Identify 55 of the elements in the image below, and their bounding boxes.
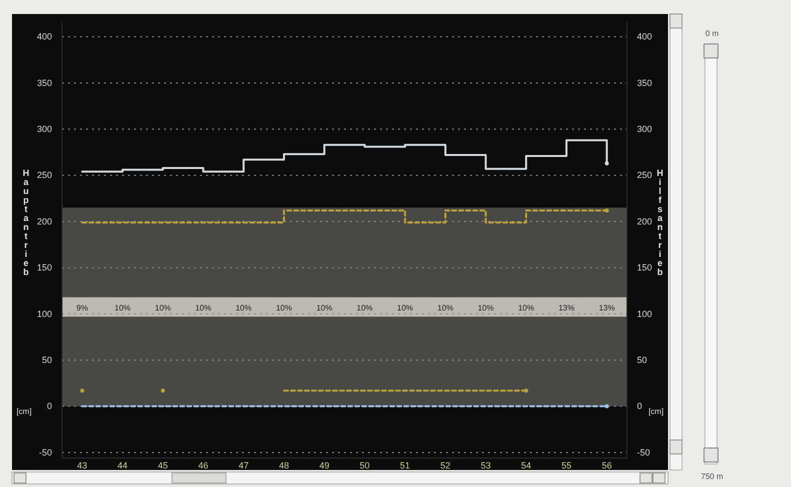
y-tick-label: 250 [36,170,52,180]
y2-tick-label: 250 [637,170,652,180]
annotation: 10% [236,303,252,312]
annotation: 10% [397,303,414,312]
point [604,404,609,408]
annotation: 10% [276,303,292,312]
annotation: 10% [478,303,494,312]
x-tick-label: 50 [360,460,370,470]
y-tick-label: 100 [36,308,52,319]
x-tick-label: 54 [521,460,532,470]
annotation: 13% [558,303,574,312]
x-tick-label: 49 [319,460,330,470]
text: 0 m [705,29,719,38]
y-tick-label: 150 [36,262,52,273]
x-tick-label: 56 [602,460,612,470]
x-tick-label: 44 [118,460,128,470]
y2-tick-label: 50 [637,354,648,365]
y-tick-label: 50 [42,354,52,365]
annotation: 10% [437,303,454,312]
annotation: 10% [195,303,212,312]
text: 750 m [700,472,724,481]
annotation: 13% [598,303,615,312]
annotation: 10% [518,303,534,312]
y2-tick-label: -50 [637,447,650,458]
text: Hauptantrieb [22,168,30,277]
y2-tick-label: 0 [637,401,642,412]
x-tick-label: 53 [480,460,491,470]
x-tick-label: 48 [278,460,289,470]
annotation: 10% [114,303,131,312]
y-tick-label: 400 [36,32,52,42]
y2-tick-label: 400 [637,32,652,42]
x-tick-label: 52 [440,460,450,470]
x-tick-label: 43 [77,460,88,470]
x-tick-label: 46 [198,460,208,470]
annotation: 10% [356,303,373,312]
y2-tick-label: 300 [637,124,652,134]
x-tick-label: 45 [158,460,168,470]
y-tick-label: -50 [38,447,52,458]
text: [cm] [648,407,664,416]
y2-tick-label: 100 [637,308,652,319]
y2-tick-label: 350 [637,78,652,88]
y-tick-label: 350 [36,78,52,88]
y-tick-label: 0 [46,401,52,412]
text: [cm] [16,407,32,416]
annotation: 9% [76,303,88,312]
y2-tick-label: 150 [637,262,652,273]
annotation: 10% [154,303,171,312]
x-tick-label: 51 [400,460,410,470]
y-tick-label: 300 [36,124,52,134]
y-tick-label: 200 [36,216,52,226]
text: Hilfsantrieb [656,168,664,277]
y2-tick-label: 200 [637,216,652,226]
annotation: 10% [316,303,332,312]
x-tick-label: 55 [561,460,572,470]
x-tick-label: 47 [238,460,249,470]
